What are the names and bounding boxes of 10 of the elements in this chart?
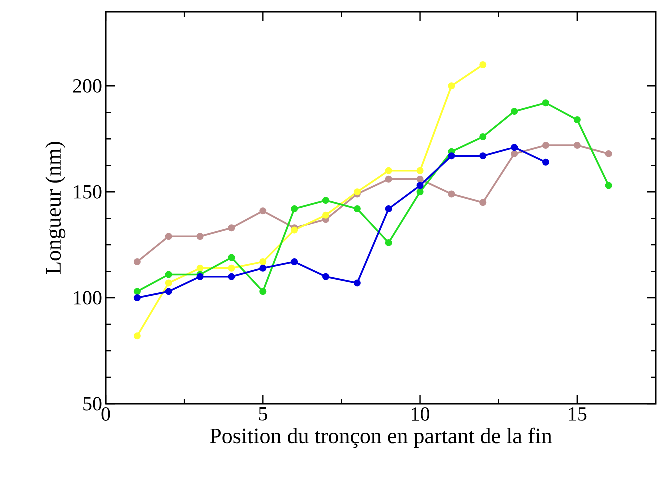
y-tick-label: 50 [84, 397, 102, 411]
x-tick-label: 10 [412, 408, 430, 422]
x-tick-label: 5 [259, 408, 268, 421]
y-tick-label: 200 [73, 79, 102, 93]
y-tick-label: 150 [74, 185, 102, 199]
x-tick-label: 0 [102, 408, 110, 422]
y-axis-title: Longueur (nm) [46, 142, 66, 274]
x-tick-label: 15 [569, 408, 587, 421]
y-tick-label: 100 [74, 291, 102, 305]
x-axis-title: Position du tronçon en partant de la fin [210, 428, 552, 448]
